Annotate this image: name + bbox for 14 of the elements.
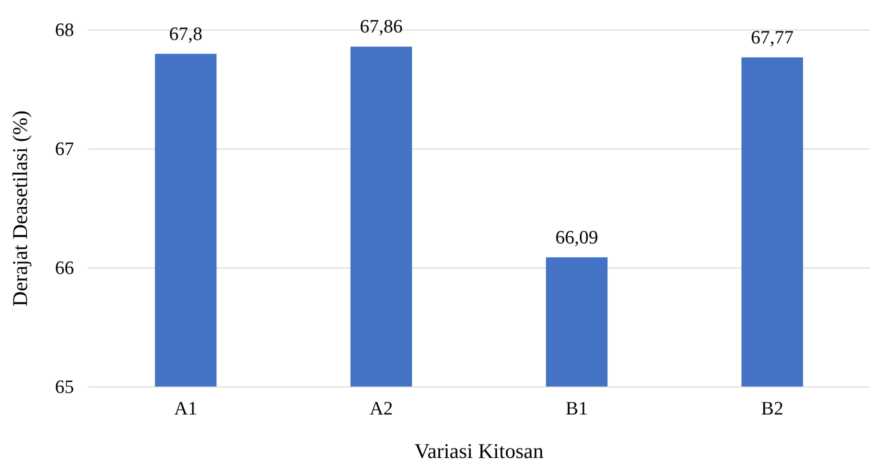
data-label: 66,09 (555, 227, 598, 248)
data-label: 67,8 (169, 24, 202, 45)
data-label: 67,86 (360, 16, 403, 38)
x-tick-label: B1 (566, 398, 588, 420)
y-tick-label: 66 (55, 258, 74, 280)
data-label: 67,77 (750, 27, 794, 48)
x-tick-label: B2 (761, 398, 784, 420)
x-tick-label: A1 (174, 398, 198, 420)
x-axis-title: Variasi Kitosan (414, 439, 544, 463)
y-tick-label: 65 (55, 377, 74, 398)
y-axis-title: Derajat Deasetilasi (%) (8, 110, 32, 306)
y-tick-label: 67 (55, 139, 74, 160)
x-tick-label: A2 (370, 398, 393, 420)
y-tick-label: 68 (55, 20, 74, 42)
